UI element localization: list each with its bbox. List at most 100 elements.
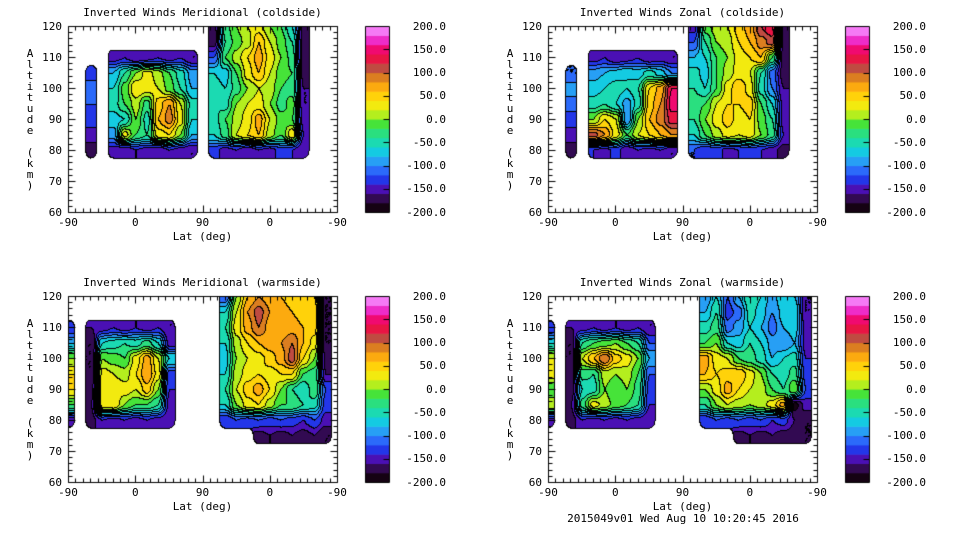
colorbar-tick-label: -150.0: [406, 182, 446, 196]
panel-title: Inverted Winds Zonal (coldside): [579, 6, 786, 19]
colorbar-tick-label: -150.0: [406, 452, 446, 466]
contour-plot-canvas: [0, 0, 480, 270]
colorbar-tick-label: -50.0: [892, 405, 926, 419]
timestamp-caption: 2015049v01 Wed Aug 10 10:20:45 2016: [567, 512, 799, 525]
x-tick-label: 0: [611, 486, 619, 499]
colorbar-tick-label: 200.0: [892, 289, 926, 303]
colorbar-tick-label: 150.0: [892, 312, 926, 326]
y-tick-label: 100: [522, 351, 542, 365]
panel-title: Inverted Winds Zonal (warmside): [579, 276, 786, 289]
colorbar-tick-label: 50.0: [419, 359, 447, 373]
colorbar-tick-label: -200.0: [886, 205, 926, 219]
colorbar-tick-label: -100.0: [886, 159, 926, 172]
y-tick-label: 80: [528, 143, 542, 157]
y-tick-label: 60: [528, 475, 542, 489]
x-tick-label: 90: [195, 486, 210, 499]
y-tick-label: 70: [528, 174, 542, 188]
colorbar-tick-label: -50.0: [412, 405, 446, 419]
panel-title: Inverted Winds Meridional (coldside): [83, 6, 322, 19]
y-tick-label: 120: [522, 289, 542, 303]
x-tick-label: 0: [611, 216, 619, 229]
panel-title: Inverted Winds Meridional (warmside): [83, 276, 322, 289]
y-tick-label: 80: [48, 143, 62, 157]
y-tick-label: 100: [42, 81, 62, 95]
x-tick-label: -90: [327, 486, 347, 499]
colorbar-tick-label: -150.0: [886, 452, 926, 466]
colorbar-tick-label: 0.0: [426, 382, 446, 396]
colorbar-tick-label: -100.0: [406, 429, 446, 442]
contour-plot-canvas: [480, 0, 960, 270]
y-tick-label: 110: [522, 50, 542, 64]
y-tick-label: 110: [522, 320, 542, 334]
x-axis-label: Lat (deg): [172, 500, 233, 513]
y-tick-label: 120: [42, 19, 62, 33]
colorbar-tick-label: -100.0: [406, 159, 446, 172]
colorbar-tick-label: 50.0: [419, 89, 447, 103]
x-tick-label: -90: [807, 216, 827, 229]
x-tick-label: 0: [746, 216, 754, 229]
y-tick-label: 110: [42, 320, 62, 334]
contour-plot-canvas: [0, 270, 480, 540]
colorbar-tick-label: 150.0: [892, 42, 926, 56]
colorbar-tick-label: 100.0: [892, 66, 926, 79]
y-tick-label: 60: [48, 205, 62, 219]
colorbar-tick-label: 200.0: [892, 19, 926, 33]
colorbar-tick-label: -200.0: [406, 205, 446, 219]
colorbar-tick-label: 0.0: [906, 112, 926, 126]
y-tick-label: 70: [528, 444, 542, 458]
x-tick-label: -90: [538, 486, 558, 499]
colorbar-tick-label: -200.0: [406, 475, 446, 489]
colorbar-tick-label: 150.0: [412, 42, 446, 56]
y-tick-label: 90: [48, 382, 62, 396]
x-tick-label: 0: [131, 216, 139, 229]
colorbar-tick-label: 150.0: [412, 312, 446, 326]
x-axis-label: Lat (deg): [172, 230, 233, 243]
y-tick-label: 100: [522, 81, 542, 95]
x-tick-label: -90: [538, 216, 558, 229]
x-tick-label: -90: [58, 216, 78, 229]
colorbar-tick-label: 200.0: [412, 289, 446, 303]
y-tick-label: 80: [48, 413, 62, 427]
colorbar-tick-label: 0.0: [906, 382, 926, 396]
x-tick-label: -90: [327, 216, 347, 229]
colorbar-tick-label: -50.0: [412, 135, 446, 149]
x-tick-label: -90: [807, 486, 827, 499]
colorbar-tick-label: 100.0: [412, 336, 446, 349]
colorbar-tick-label: 50.0: [899, 89, 927, 103]
x-axis-label: Lat (deg): [652, 230, 713, 243]
colorbar-tick-label: -150.0: [886, 182, 926, 196]
x-tick-label: 90: [675, 486, 690, 499]
x-tick-label: 90: [195, 216, 210, 229]
y-tick-label: 90: [528, 382, 542, 396]
x-tick-label: -90: [58, 486, 78, 499]
colorbar-tick-label: 200.0: [412, 19, 446, 33]
contour-plot-canvas: [480, 270, 960, 540]
colorbar-tick-label: -200.0: [886, 475, 926, 489]
colorbar-tick-label: 0.0: [426, 112, 446, 126]
y-tick-label: 70: [48, 444, 62, 458]
colorbar-tick-label: 100.0: [412, 66, 446, 79]
y-tick-label: 60: [528, 205, 542, 219]
x-tick-label: 90: [675, 216, 690, 229]
x-tick-label: 0: [266, 486, 274, 499]
y-tick-label: 80: [528, 413, 542, 427]
y-tick-label: 90: [48, 112, 62, 126]
x-tick-label: 0: [131, 486, 139, 499]
y-tick-label: 90: [528, 112, 542, 126]
colorbar-tick-label: -100.0: [886, 429, 926, 442]
x-axis-label: Lat (deg): [652, 500, 713, 513]
colorbar-tick-label: -50.0: [892, 135, 926, 149]
colorbar-tick-label: 50.0: [899, 359, 927, 373]
x-tick-label: 0: [746, 486, 754, 499]
y-tick-label: 110: [42, 50, 62, 64]
y-tick-label: 100: [42, 351, 62, 365]
y-tick-label: 120: [42, 289, 62, 303]
